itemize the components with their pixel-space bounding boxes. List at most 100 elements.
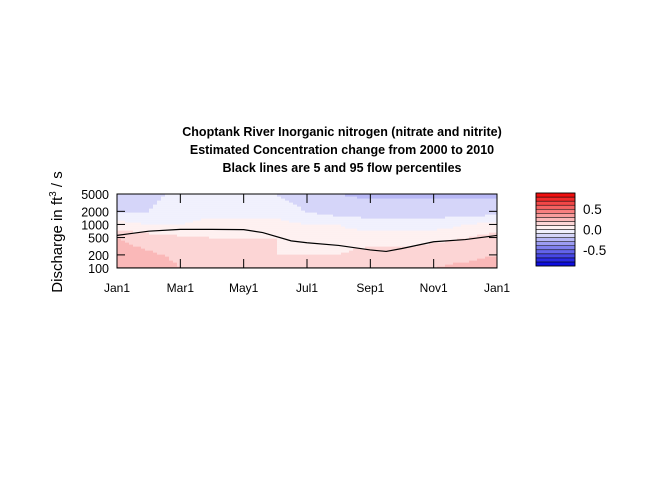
heatmap-cell (265, 210, 270, 213)
heatmap-cell (453, 220, 458, 223)
heatmap-cell (141, 214, 146, 217)
heatmap-cell (201, 194, 206, 197)
heatmap-cell (481, 230, 486, 233)
heatmap-cell (401, 206, 406, 209)
heatmap-cell (121, 266, 126, 268)
heatmap-cell (205, 248, 210, 251)
heatmap-cell (173, 210, 178, 213)
heatmap-cell (273, 218, 278, 221)
heatmap-cell (181, 242, 186, 245)
colorbar-swatch (535, 245, 576, 251)
heatmap-cell (337, 248, 342, 251)
heatmap-cell (441, 248, 446, 251)
heatmap-cell (429, 234, 434, 237)
heatmap-cell (265, 260, 270, 263)
heatmap-cell (285, 236, 290, 239)
heatmap-cell (429, 236, 434, 239)
heatmap-cell (493, 208, 497, 211)
heatmap-cell (261, 198, 266, 201)
heatmap-cell (345, 254, 350, 257)
heatmap-cell (477, 228, 482, 231)
heatmap-cell (321, 262, 326, 265)
heatmap-cell (125, 214, 130, 217)
heatmap-cell (129, 220, 134, 223)
heatmap-cell (149, 238, 154, 241)
heatmap-cell (353, 194, 358, 197)
heatmap-cell (389, 222, 394, 225)
heatmap-cell (257, 254, 262, 257)
heatmap-cell (445, 196, 450, 199)
heatmap-cell (421, 228, 426, 231)
heatmap-cell (173, 218, 178, 221)
heatmap-cell (173, 244, 178, 247)
heatmap-cell (377, 240, 382, 243)
heatmap-cell (337, 214, 342, 217)
heatmap-cell (209, 208, 214, 211)
heatmap-cell (201, 222, 206, 225)
heatmap-cell (317, 262, 322, 265)
heatmap-cell (389, 264, 394, 267)
heatmap-cell (213, 258, 218, 261)
heatmap-cell (353, 220, 358, 223)
heatmap-cell (233, 256, 238, 259)
heatmap-cell (349, 230, 354, 233)
heatmap-cell (141, 206, 146, 209)
heatmap-cell (357, 254, 362, 257)
heatmap-cell (269, 260, 274, 263)
heatmap-cell (349, 260, 354, 263)
heatmap-cell (365, 258, 370, 261)
heatmap-cell (225, 202, 230, 205)
heatmap-cell (397, 196, 402, 199)
heatmap-cell (405, 210, 410, 213)
heatmap-cell (213, 216, 218, 219)
heatmap-cell (197, 216, 202, 219)
heatmap-cell (481, 252, 486, 255)
heatmap-cell (473, 258, 478, 261)
heatmap-cell (169, 258, 174, 261)
heatmap-cell (401, 236, 406, 239)
heatmap-cell (149, 198, 154, 201)
heatmap-cell (461, 214, 466, 217)
heatmap-cell (313, 236, 318, 239)
heatmap-cell (465, 220, 470, 223)
heatmap-cell (285, 242, 290, 245)
heatmap-cell (397, 234, 402, 237)
heatmap-cell (309, 230, 314, 233)
heatmap-cell (409, 252, 414, 255)
heatmap-cell (117, 230, 122, 233)
heatmap-cell (329, 228, 334, 231)
heatmap-cell (221, 202, 226, 205)
heatmap-cell (169, 264, 174, 267)
heatmap-cell (313, 206, 318, 209)
heatmap-cell (253, 222, 258, 225)
heatmap-cell (461, 248, 466, 251)
heatmap-cell (425, 244, 430, 247)
heatmap-cell (413, 242, 418, 245)
heatmap-cell (261, 222, 266, 225)
heatmap-cell (209, 242, 214, 245)
heatmap-cell (465, 254, 470, 257)
heatmap-cell (141, 260, 146, 263)
heatmap-cell (425, 200, 430, 203)
y-tick-label: 2000 (81, 205, 109, 219)
heatmap-cell (281, 230, 286, 233)
heatmap-cell (145, 218, 150, 221)
heatmap-cell (277, 196, 282, 199)
heatmap-cell (273, 222, 278, 225)
heatmap-cell (397, 266, 402, 268)
heatmap-cell (449, 218, 454, 221)
heatmap-cell (421, 218, 426, 221)
heatmap-cell (473, 222, 478, 225)
heatmap-cell (217, 262, 222, 265)
heatmap-cell (221, 208, 226, 211)
heatmap-cell (297, 194, 302, 197)
heatmap-cell (245, 194, 250, 197)
heatmap-cell (213, 224, 218, 227)
heatmap-cell (197, 248, 202, 251)
heatmap-cell (269, 194, 274, 197)
heatmap-cell (473, 254, 478, 257)
heatmap-cell (141, 196, 146, 199)
heatmap-cell (317, 210, 322, 213)
heatmap-cell (333, 194, 338, 197)
heatmap-cell (325, 266, 330, 268)
